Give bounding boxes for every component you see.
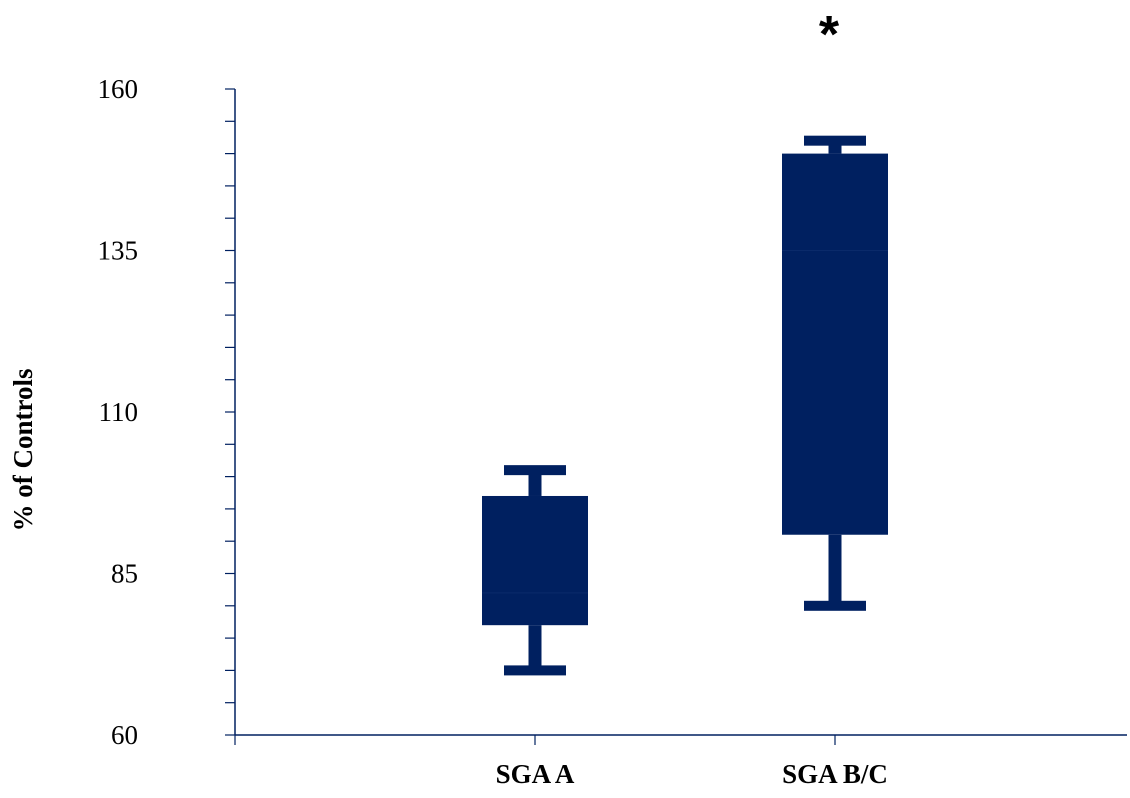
min-cap bbox=[804, 600, 866, 611]
x-category-label: SGA A bbox=[496, 759, 575, 789]
y-tick-label: 60 bbox=[111, 720, 138, 750]
x-category-label: SGA B/C bbox=[782, 759, 888, 789]
y-axis-label: % of Controls bbox=[8, 368, 38, 531]
box-iqr bbox=[482, 495, 588, 626]
y-tick-label: 160 bbox=[98, 74, 139, 104]
lower-whisker bbox=[528, 625, 542, 671]
min-cap bbox=[504, 665, 566, 676]
max-cap bbox=[804, 135, 866, 146]
box-2 bbox=[782, 135, 888, 611]
axes: 160 135 110 85 60 SGA A SGA B/C * bbox=[98, 6, 1127, 789]
significance-asterisk: * bbox=[819, 6, 840, 64]
box-1 bbox=[482, 465, 588, 676]
box-iqr bbox=[782, 153, 888, 535]
y-tick-label: 85 bbox=[111, 559, 138, 589]
max-cap bbox=[504, 465, 566, 476]
y-tick-label: 135 bbox=[98, 236, 139, 266]
upper-whisker bbox=[528, 470, 542, 496]
lower-whisker bbox=[828, 534, 842, 606]
box-series bbox=[482, 135, 888, 676]
y-tick-label: 110 bbox=[99, 397, 139, 427]
